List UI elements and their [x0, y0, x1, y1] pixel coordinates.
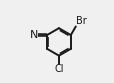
Text: Cl: Cl — [54, 64, 63, 74]
Text: N: N — [29, 30, 37, 40]
Text: Br: Br — [75, 16, 86, 26]
